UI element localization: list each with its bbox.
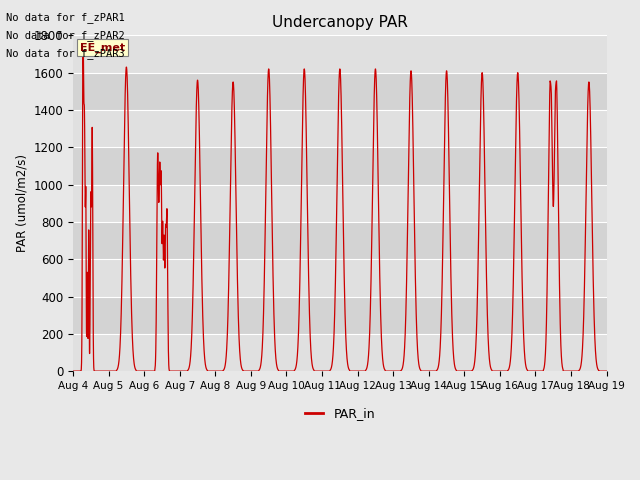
Bar (73, 147, 607, 185)
Text: No data for f_zPAR3: No data for f_zPAR3 (6, 48, 125, 60)
Text: No data for f_zPAR2: No data for f_zPAR2 (6, 30, 125, 41)
Bar (73, 222, 607, 259)
Title: Undercanopy PAR: Undercanopy PAR (272, 15, 408, 30)
Y-axis label: PAR (umol/m2/s): PAR (umol/m2/s) (15, 154, 28, 252)
Legend: PAR_in: PAR_in (300, 402, 380, 425)
Text: No data for f_zPAR1: No data for f_zPAR1 (6, 12, 125, 23)
Bar (73, 72, 607, 110)
Text: EE_met: EE_met (80, 42, 125, 52)
Bar (73, 297, 607, 334)
